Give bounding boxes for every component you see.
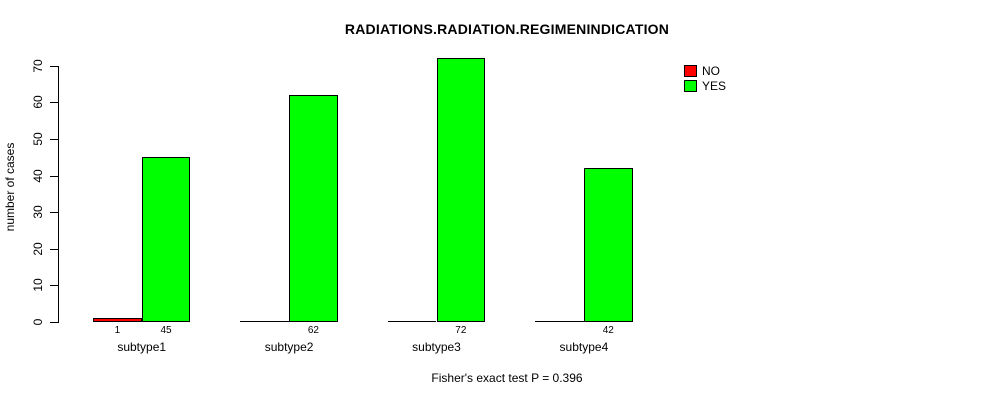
y-axis-tick xyxy=(50,65,58,67)
legend-swatch-yes xyxy=(684,80,697,92)
y-axis-tick xyxy=(50,322,58,323)
chart-title: RADIATIONS.RADIATION.REGIMENINDICATION xyxy=(344,21,670,37)
y-tick-label: 60 xyxy=(31,95,45,109)
y-tick-label: 50 xyxy=(31,132,45,146)
bar-no-subtype2 xyxy=(240,321,290,322)
bar-yes-subtype1 xyxy=(141,157,191,322)
bar-value-label: 45 xyxy=(160,325,172,336)
y-tick-label: 70 xyxy=(31,59,45,73)
x-category-label: subtype1 xyxy=(117,340,167,354)
y-axis-tick xyxy=(50,102,58,104)
y-axis-tick xyxy=(50,175,58,177)
x-category-label: subtype2 xyxy=(264,340,314,354)
legend-item-yes: YES xyxy=(684,79,726,93)
y-tick-label: 40 xyxy=(31,168,45,183)
bar-no-subtype3 xyxy=(387,321,437,322)
bar-no-subtype1 xyxy=(93,318,142,322)
bar-yes-subtype2 xyxy=(289,95,338,322)
stat-test-annotation: Fisher's exact test P = 0.396 xyxy=(431,371,583,385)
bar-value-label: 1 xyxy=(114,325,121,336)
y-tick-label: 0 xyxy=(31,318,45,326)
bar-value-label: 62 xyxy=(307,325,319,336)
y-axis-tick xyxy=(50,138,58,140)
x-category-label: subtype4 xyxy=(559,340,609,354)
legend: NO YES xyxy=(684,64,726,94)
y-tick-label: 30 xyxy=(31,205,45,219)
y-tick-label: 20 xyxy=(31,242,45,256)
y-axis-line xyxy=(58,65,59,323)
bar-no-subtype4 xyxy=(535,321,584,322)
y-tick-label: 10 xyxy=(31,278,45,293)
legend-label-no: NO xyxy=(702,64,720,78)
y-axis-tick xyxy=(50,248,58,250)
legend-label-yes: YES xyxy=(702,79,727,93)
x-category-label: subtype3 xyxy=(412,340,461,354)
bar-value-label: 42 xyxy=(602,325,614,336)
bar-yes-subtype4 xyxy=(583,168,633,322)
y-axis-tick xyxy=(50,212,58,214)
bar-yes-subtype3 xyxy=(436,58,486,322)
legend-swatch-no xyxy=(684,65,697,77)
y-axis-tick xyxy=(50,285,58,287)
legend-item-no: NO xyxy=(684,64,726,78)
y-axis-label: number of cases xyxy=(3,142,17,232)
bar-value-label: 72 xyxy=(455,325,467,336)
